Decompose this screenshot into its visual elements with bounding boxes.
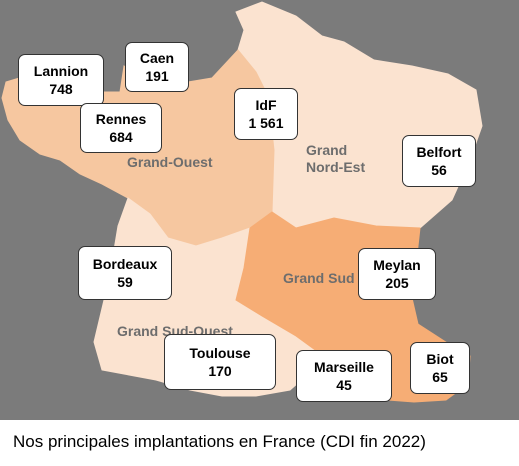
france-map: Grand-Ouest Grand Nord-Est Grand Sud Gra… <box>0 0 519 420</box>
site-card-belfort: Belfort 56 <box>402 135 476 187</box>
site-card-toulouse: Toulouse 170 <box>164 334 276 390</box>
site-card-lannion: Lannion 748 <box>18 54 104 106</box>
site-card-bordeaux: Bordeaux 59 <box>78 246 172 300</box>
region-label-grand-nord-est: Grand Nord-Est <box>306 142 365 176</box>
site-name: IdF <box>255 97 277 113</box>
site-card-rennes: Rennes 684 <box>80 103 162 153</box>
site-count: 684 <box>109 129 133 145</box>
site-name: Caen <box>139 50 175 66</box>
site-card-marseille: Marseille 45 <box>296 350 392 402</box>
site-count: 748 <box>49 81 73 97</box>
site-card-caen: Caen 191 <box>125 42 189 92</box>
region-label-grand-sud: Grand Sud <box>283 270 355 286</box>
site-count: 170 <box>208 363 232 379</box>
site-name: Toulouse <box>189 345 251 361</box>
site-name: Bordeaux <box>92 256 158 272</box>
site-name: Meylan <box>373 257 421 273</box>
region-label-grand-nord-est-line1: Grand <box>306 142 348 158</box>
region-label-grand-nord-est-line2: Nord-Est <box>306 159 366 175</box>
site-count: 1 561 <box>248 115 284 131</box>
site-name: Marseille <box>314 359 374 375</box>
site-count: 205 <box>385 275 409 291</box>
site-name: Belfort <box>416 144 462 160</box>
site-card-meylan: Meylan 205 <box>358 248 436 300</box>
map-caption: Nos principales implantations en France … <box>13 432 426 451</box>
site-card-biot: Biot 65 <box>410 342 470 394</box>
region-label-grand-ouest: Grand-Ouest <box>127 154 213 170</box>
site-count: 65 <box>432 369 448 385</box>
site-count: 191 <box>145 68 169 84</box>
site-name: Rennes <box>95 111 147 127</box>
site-name: Lannion <box>33 63 89 79</box>
site-count: 59 <box>117 274 133 290</box>
site-count: 56 <box>431 162 447 178</box>
site-name: Biot <box>426 351 454 367</box>
site-count: 45 <box>336 377 352 393</box>
site-card-idf: IdF 1 561 <box>234 88 298 140</box>
